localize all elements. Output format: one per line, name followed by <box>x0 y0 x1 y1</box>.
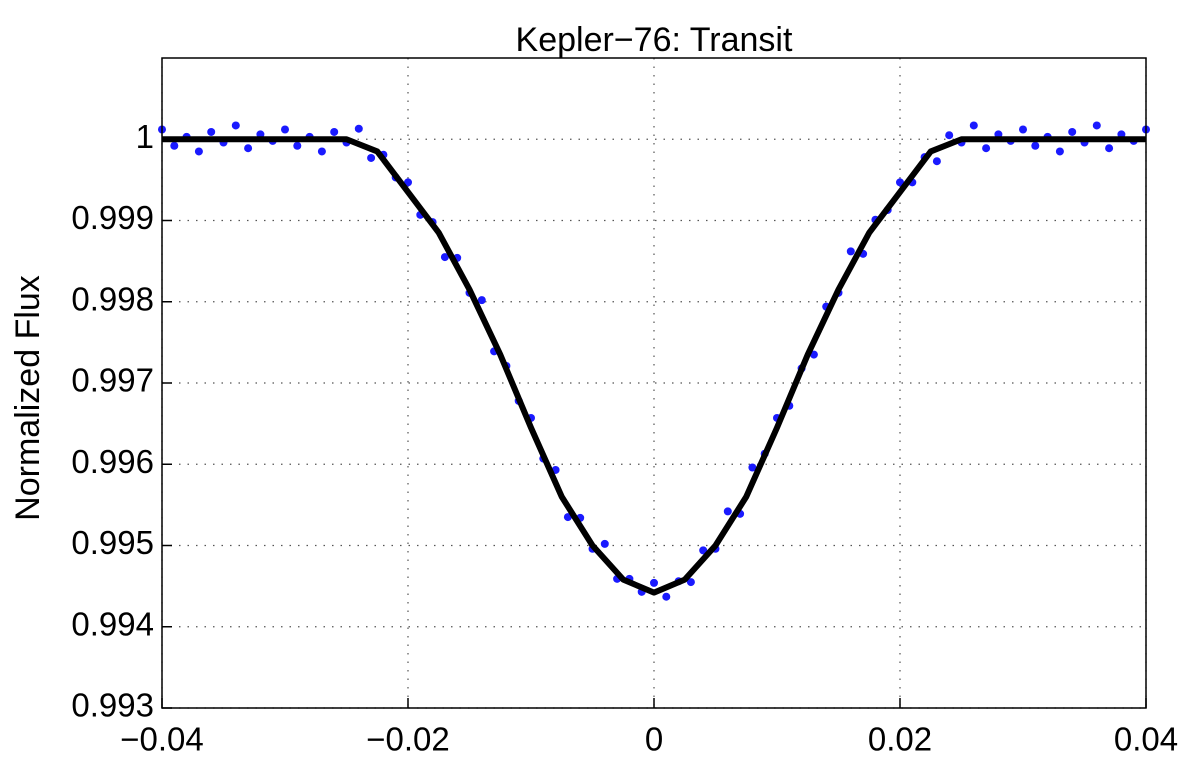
fit-line <box>162 136 1146 596</box>
data-point <box>896 178 904 187</box>
y-tick-label: 0.997 <box>71 362 154 399</box>
data-point <box>293 141 302 150</box>
x-tick-label: 0.04 <box>1114 721 1178 758</box>
data-point <box>723 507 732 516</box>
data-point <box>1068 127 1077 136</box>
data-point <box>281 125 289 134</box>
data-point <box>354 124 363 133</box>
data-point <box>317 147 326 156</box>
y-tick-label: 0.999 <box>71 199 154 236</box>
y-tick-label: 0.998 <box>71 280 154 317</box>
data-point <box>440 253 449 262</box>
data-point <box>1055 147 1064 156</box>
x-tick-label: −0.04 <box>120 721 204 758</box>
data-point <box>194 147 203 156</box>
y-axis-label: Normalized Flux <box>9 275 47 521</box>
data-point <box>1019 125 1027 134</box>
y-tick-label: 1 <box>136 118 154 155</box>
data-point <box>650 578 658 587</box>
data-point <box>982 144 991 153</box>
data-point <box>367 153 376 162</box>
data-point <box>662 592 671 601</box>
y-tick-label: 0.994 <box>71 605 154 642</box>
data-point <box>748 463 757 472</box>
chart-title: Kepler−76: Transit <box>516 21 793 59</box>
data-point <box>231 121 240 130</box>
x-tick-label: −0.02 <box>366 721 450 758</box>
data-point <box>699 546 708 555</box>
data-point <box>1031 141 1040 150</box>
data-point <box>846 247 855 256</box>
data-point <box>686 578 695 587</box>
x-tick-label: 0.02 <box>868 721 932 758</box>
data-point <box>207 127 216 136</box>
data-point <box>1092 121 1101 130</box>
data-point <box>945 131 954 140</box>
data-point <box>477 296 486 305</box>
y-tick-label: 0.996 <box>71 443 154 480</box>
data-point <box>404 178 412 187</box>
data-point <box>969 121 978 130</box>
data-point <box>170 141 179 150</box>
y-tick-label: 0.995 <box>71 524 154 561</box>
x-tick-label: 0 <box>645 721 663 758</box>
data-point <box>244 144 253 153</box>
plot-frame <box>161 57 1147 709</box>
data-point <box>330 127 339 136</box>
data-point <box>1105 144 1114 153</box>
data-point <box>600 539 609 548</box>
data-point <box>932 157 941 166</box>
y-tick-label: 0.993 <box>71 687 154 724</box>
